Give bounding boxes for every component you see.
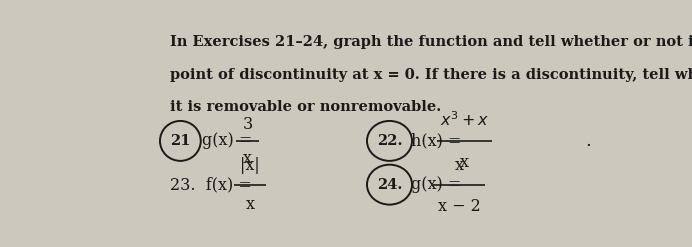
Text: In Exercises 21–24, graph the function and tell whether or not it has a: In Exercises 21–24, graph the function a… <box>170 35 692 49</box>
Text: 21: 21 <box>170 134 190 148</box>
Text: x: x <box>460 154 469 171</box>
Text: x: x <box>455 157 464 174</box>
Text: |x|: |x| <box>240 157 260 174</box>
Text: .: . <box>585 132 591 150</box>
Text: $x^3 + x$: $x^3 + x$ <box>440 112 489 130</box>
Text: 23.  f(x) =: 23. f(x) = <box>170 176 257 193</box>
Text: point of discontinuity at x = 0. If there is a discontinuity, tell whether: point of discontinuity at x = 0. If ther… <box>170 68 692 82</box>
Text: x − 2: x − 2 <box>438 198 481 215</box>
Text: it is removable or nonremovable.: it is removable or nonremovable. <box>170 100 441 114</box>
Text: x: x <box>243 150 252 167</box>
Text: 24.: 24. <box>377 178 402 192</box>
Text: 22.: 22. <box>376 134 402 148</box>
Text: x: x <box>246 196 255 213</box>
Text: h(x) =: h(x) = <box>411 132 466 149</box>
Text: g(x) =: g(x) = <box>411 176 466 193</box>
Text: 3: 3 <box>242 116 253 133</box>
Text: g(x) =: g(x) = <box>202 132 257 149</box>
